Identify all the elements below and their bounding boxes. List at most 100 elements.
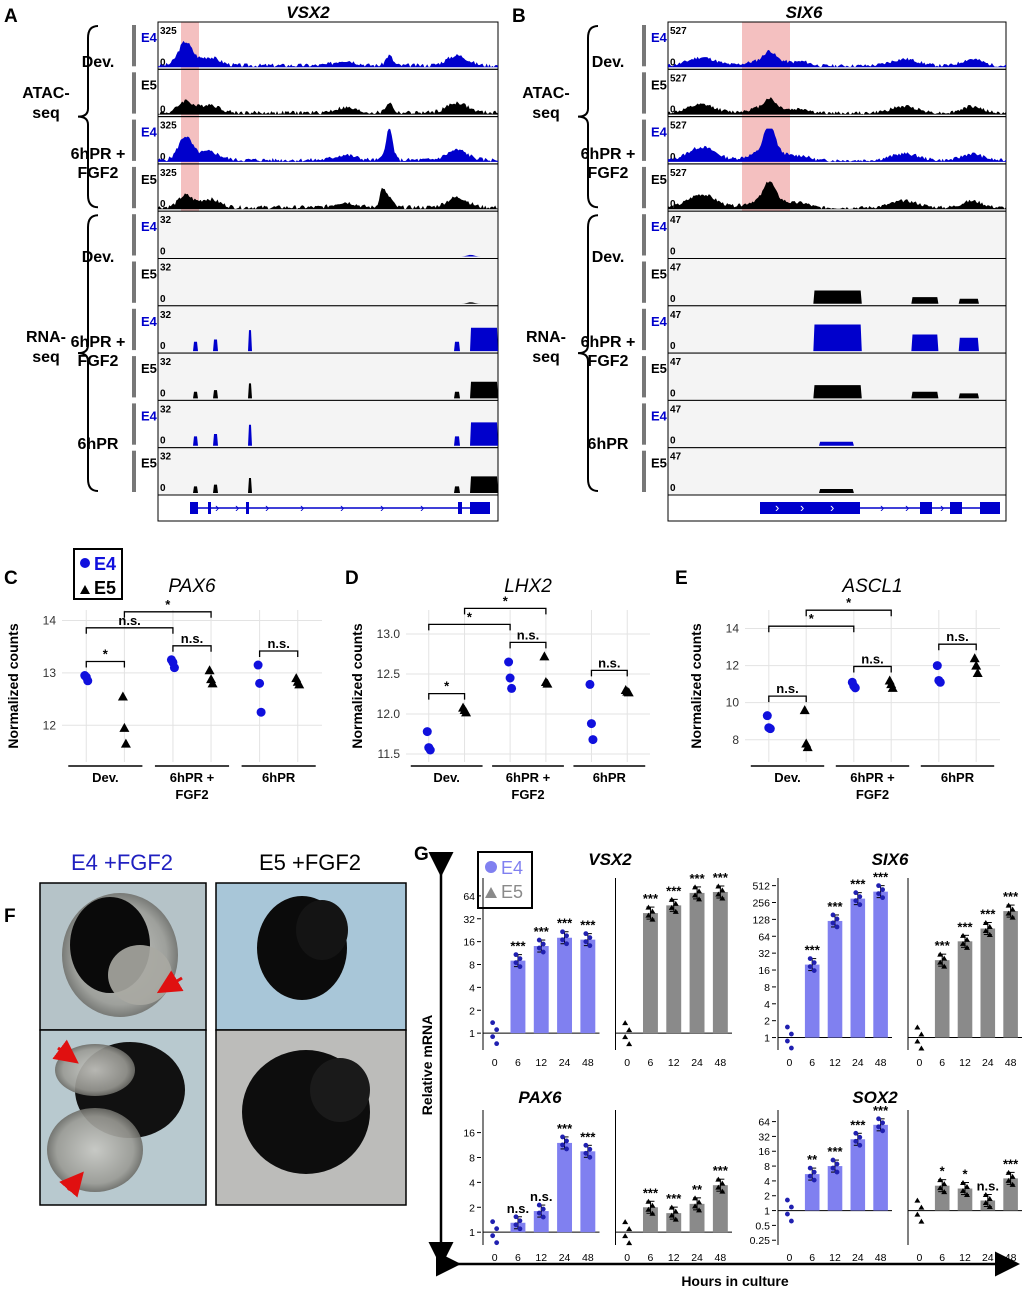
track-scale-label: 32 — [160, 215, 172, 226]
g-point-e4 — [513, 1222, 519, 1228]
g-gene-title: PAX6 — [518, 1088, 562, 1107]
g-sig-label: *** — [666, 1191, 682, 1206]
g-point-e5 — [622, 1233, 629, 1239]
comparison-bracket — [85, 660, 126, 668]
category-label: 6hPR — [593, 770, 627, 785]
category-label: 6hPR — [262, 770, 296, 785]
g-xtick-label: 24 — [852, 1057, 864, 1069]
g-point-e5 — [937, 951, 944, 957]
g-xtick-label: 12 — [829, 1057, 841, 1069]
gene-strand-arrow: › — [380, 500, 384, 515]
g-point-e4 — [517, 956, 523, 962]
track-stage-label: E4 — [651, 314, 668, 329]
g-xtick-label: 24 — [852, 1252, 864, 1264]
g-point-e4 — [494, 1226, 500, 1232]
g-point-e4 — [857, 1142, 863, 1148]
brace-rna — [77, 214, 99, 492]
g-xtick-label: 0 — [624, 1252, 630, 1264]
g-ytick-label: 64 — [758, 931, 770, 943]
g-point-e5 — [964, 1192, 970, 1198]
comparison-label: n.s. — [861, 651, 883, 666]
track-zero-label: 0 — [160, 341, 166, 352]
g-sig-label: ** — [692, 1182, 703, 1197]
comparison-label: * — [846, 595, 852, 610]
group-label: FGF2 — [78, 353, 119, 370]
g-point-e5 — [715, 1176, 722, 1182]
g-point-e5 — [1009, 914, 1016, 920]
g-point-e5 — [937, 1177, 944, 1183]
g-point-e5 — [692, 1195, 699, 1201]
gene-strand-arrow: › — [340, 500, 344, 515]
data-point-e4 — [83, 676, 93, 686]
track-zero-label: 0 — [670, 388, 676, 399]
g-point-e5 — [941, 955, 948, 961]
g-xtick-label: 12 — [829, 1252, 841, 1264]
track-zero-label: 0 — [160, 105, 166, 116]
g-sig-label: n.s. — [507, 1201, 529, 1216]
gene-exon — [208, 502, 211, 514]
g-ytick-label: 32 — [463, 914, 475, 926]
g-point-e5 — [692, 1203, 699, 1209]
g-xtick-label: 48 — [875, 1057, 887, 1069]
track-stage-bar — [132, 308, 136, 351]
track-signal — [668, 290, 1006, 304]
g-bar — [1003, 911, 1018, 1038]
g-sig-label: *** — [713, 870, 729, 885]
legend-g: E4 E5 — [477, 851, 533, 909]
chart-title: ASCL1 — [841, 576, 902, 597]
g-point-e4 — [880, 895, 885, 901]
assay-label-atac: seq — [32, 105, 60, 122]
g-point-e5 — [672, 900, 679, 906]
g-ytick-label: 4 — [764, 999, 770, 1011]
g-point-e4 — [583, 931, 589, 937]
assay-label-rna: RNA- — [526, 329, 566, 346]
g-ytick-label: 64 — [758, 1117, 770, 1129]
photo-e4-top — [39, 882, 207, 1031]
g-xlabel: Hours in culture — [681, 1273, 789, 1289]
g-point-e5 — [668, 896, 675, 902]
g-point-e4 — [789, 1204, 794, 1210]
track-stage-bar — [642, 356, 646, 398]
plot-area — [62, 610, 322, 762]
assay-label-rna: seq — [532, 349, 560, 366]
gene-exon — [950, 502, 962, 514]
red-arrow-1 — [156, 970, 184, 994]
g-sig-label: *** — [666, 883, 682, 898]
g-bar — [850, 898, 866, 1038]
g-xtick-label: 0 — [492, 1057, 498, 1069]
g-point-e4 — [564, 1146, 569, 1152]
comparison-label: n.s. — [517, 627, 539, 642]
g-point-e4 — [853, 1130, 859, 1136]
g-ytick-label: 0.25 — [750, 1235, 771, 1247]
track-stage-bar — [642, 308, 646, 351]
gene-title-six6: SIX6 — [786, 3, 823, 22]
g-point-e4 — [583, 1150, 589, 1156]
photo-e4-bottom — [39, 1029, 207, 1206]
category-label: Dev. — [433, 770, 460, 785]
gene-exon — [470, 502, 490, 514]
g-point-e4 — [807, 1165, 813, 1171]
gene-exon — [458, 502, 462, 514]
category-label: 6hPR + — [506, 770, 551, 785]
track-stage-bar — [132, 450, 136, 492]
g-xtick-label: 6 — [648, 1252, 654, 1264]
g-ytick-label: 16 — [463, 1128, 475, 1140]
track-scale-label: 527 — [670, 26, 687, 37]
y-tick-label: 8 — [732, 733, 739, 747]
g-point-e5 — [649, 1210, 656, 1216]
data-point-e4 — [935, 677, 945, 687]
g-bar — [712, 1185, 728, 1233]
g-point-e4 — [789, 1031, 794, 1037]
g-sig-label: n.s. — [977, 1179, 999, 1194]
plot-area — [406, 610, 650, 762]
track-scale-label: 47 — [670, 263, 682, 274]
photo-title-e4: E4 +FGF2 — [71, 850, 173, 875]
g-point-e4 — [830, 1157, 836, 1163]
data-point-e4 — [932, 661, 942, 671]
track-signal — [668, 489, 1006, 493]
g-bar — [510, 960, 526, 1034]
photo-e5-top — [215, 882, 407, 1031]
gene-strand-arrow: › — [775, 500, 779, 515]
data-point-e5 — [799, 705, 810, 715]
panel-label-e: E — [675, 568, 688, 589]
